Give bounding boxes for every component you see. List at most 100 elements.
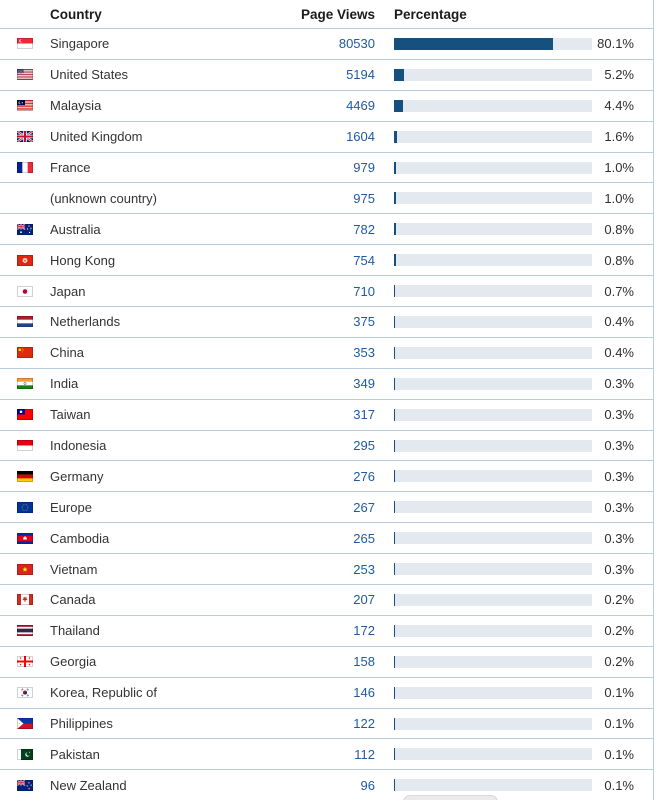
page-views-link[interactable]: 80530 [338, 36, 375, 52]
flag-cell [0, 69, 50, 81]
flag-cell [0, 501, 50, 513]
flag-cell [0, 285, 50, 297]
table-row: Malaysia 4469 4.4% [0, 91, 653, 122]
flag-cell [0, 532, 50, 544]
percentage-bar [394, 130, 592, 143]
page-views-link[interactable]: 265 [353, 530, 375, 546]
table-row: Cambodia 265 0.3% [0, 523, 653, 555]
flag-icon-jp [17, 285, 33, 297]
percentage-label: 0.3% [604, 438, 634, 454]
page-views-link[interactable]: 353 [353, 345, 375, 361]
page-views-link[interactable]: 4469 [346, 98, 375, 114]
table-row: Philippines 122 0.1% [0, 709, 653, 740]
flag-icon-ca [17, 594, 33, 606]
page-views-link[interactable]: 158 [353, 654, 375, 670]
percentage-bar [394, 192, 592, 205]
flag-cell [0, 779, 50, 791]
page-views-link[interactable]: 207 [353, 592, 375, 608]
table-row: (unknown country) 975 1.0% [0, 183, 653, 215]
page-views-link[interactable]: 710 [353, 283, 375, 299]
percentage-bar [394, 501, 592, 514]
percentage-bar [394, 254, 592, 267]
country-label: Singapore [50, 36, 110, 52]
page-views-link[interactable]: 112 [354, 746, 375, 762]
flag-cell [0, 656, 50, 668]
percentage-bar [394, 68, 592, 81]
country-label: France [50, 160, 91, 175]
percentage-bar [394, 377, 592, 390]
percentage-bar [394, 439, 592, 452]
page-views-link[interactable]: 349 [353, 376, 375, 392]
percentage-label: 0.2% [604, 623, 634, 639]
table-row: Europe 267 0.3% [0, 492, 653, 524]
table-row: China 353 0.4% [0, 338, 653, 369]
percentage-label: 0.4% [604, 345, 634, 361]
percentage-bar-fill [394, 470, 395, 483]
table-row: Australia 782 0.8% [0, 214, 653, 246]
flag-cell [0, 687, 50, 699]
page-views-link[interactable]: 146 [353, 685, 375, 701]
column-header-country: Country [50, 6, 102, 22]
percentage-label: 0.3% [604, 561, 634, 577]
percentage-label: 1.0% [604, 190, 634, 206]
page-views-link[interactable]: 375 [353, 314, 375, 330]
country-label: Cambodia [50, 530, 110, 546]
table-row: Netherlands 375 0.4% [0, 307, 653, 338]
page-views-link[interactable]: 975 [353, 190, 375, 206]
flag-cell [0, 193, 50, 204]
flag-icon-nz [17, 779, 33, 791]
page-views-link[interactable]: 172 [353, 623, 375, 639]
country-label: Australia [50, 221, 101, 237]
page-views-link[interactable]: 267 [353, 499, 375, 515]
page-views-link[interactable]: 317 [353, 407, 375, 423]
page-views-link[interactable]: 782 [353, 221, 375, 237]
page-views-link[interactable]: 5194 [346, 67, 375, 83]
page-views-link[interactable]: 253 [353, 561, 375, 577]
percentage-bar [394, 717, 592, 730]
percentage-bar-fill [394, 532, 395, 545]
table-row: United States 5194 5.2% [0, 60, 653, 91]
percentage-bar-fill [394, 37, 553, 50]
percentage-label: 80.1% [597, 36, 634, 52]
table-row: Thailand 172 0.2% [0, 616, 653, 647]
country-label: Hong Kong [50, 252, 116, 268]
percentage-label: 4.4% [604, 98, 634, 114]
percentage-label: 1.6% [604, 129, 634, 145]
flag-icon-fr [17, 162, 33, 173]
country-label: Indonesia [50, 438, 107, 454]
percentage-label: 0.1% [604, 777, 634, 793]
percentage-label: 0.1% [604, 746, 634, 762]
country-label: Canada [50, 592, 96, 608]
country-label: Netherlands [50, 314, 121, 330]
page-views-link[interactable]: 295 [353, 438, 375, 454]
percentage-bar [394, 315, 592, 328]
page-views-link[interactable]: 122 [353, 716, 375, 732]
percentage-bar-fill [394, 161, 396, 174]
flag-cell [0, 38, 50, 50]
page-views-link[interactable]: 754 [353, 252, 375, 268]
percentage-label: 0.3% [604, 468, 634, 484]
percentage-bar-fill [394, 439, 395, 452]
flag-icon-ph [17, 718, 33, 730]
percentage-bar-fill [394, 223, 396, 236]
flag-cell [0, 223, 50, 235]
percentage-label: 0.4% [604, 314, 634, 330]
page-views-link[interactable]: 1604 [346, 129, 375, 145]
country-label: Georgia [50, 654, 97, 670]
page-views-link[interactable]: 276 [353, 468, 375, 484]
percentage-bar-fill [394, 408, 395, 421]
page-views-link[interactable]: 96 [360, 777, 375, 793]
country-label: Malaysia [50, 98, 102, 114]
page-views-link[interactable]: 979 [353, 160, 375, 175]
table-row: New Zealand 96 0.1% [0, 770, 653, 800]
percentage-label: 0.8% [604, 221, 634, 237]
flag-icon-us [17, 69, 33, 81]
percentage-bar [394, 563, 592, 576]
percentage-bar-fill [394, 346, 395, 359]
table-row: United Kingdom 1604 1.6% [0, 122, 653, 153]
table-row: Taiwan 317 0.3% [0, 400, 653, 431]
percentage-bar-fill [394, 192, 396, 205]
table-row: India 349 0.3% [0, 369, 653, 400]
flag-cell [0, 625, 50, 637]
